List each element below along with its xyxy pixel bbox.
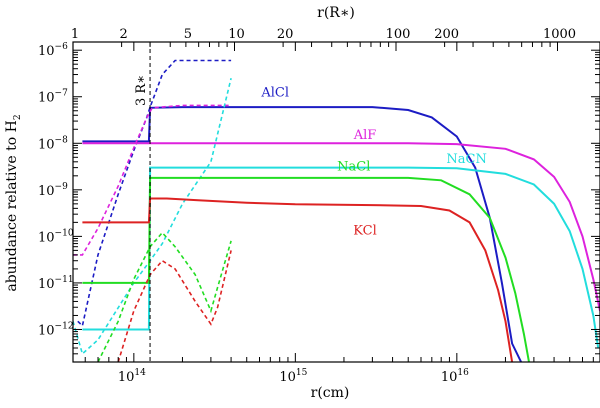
series-line-kcl-dashed — [117, 250, 232, 362]
plot-axes: 1014 1015 1016 1 2 5 10 20 100 200 1000 10−6 10−7 10−… — [38, 27, 600, 385]
series-line-kcl — [82, 197, 514, 362]
axis-labels: r(cm) r(R∗) abundance relative to H2 — [4, 5, 355, 401]
series-line-alf — [82, 142, 600, 312]
y-axis-label-subscript: 2 — [13, 114, 23, 120]
top-tick-label: 2 — [119, 27, 127, 42]
top-tick-label: 100 — [386, 27, 411, 42]
y-tick-label: 10−11 — [38, 275, 74, 292]
series-label-alf: AlF — [353, 128, 377, 143]
top-tick-label: 200 — [434, 27, 459, 42]
plot-frame — [72, 41, 600, 363]
y-tick-label: 10−7 — [38, 89, 68, 106]
plot-curves — [73, 59, 600, 362]
x-tick-label: 1016 — [441, 368, 469, 385]
series-line-nacn-dashed — [73, 78, 232, 356]
y-axis-label-main: abundance relative to H — [4, 120, 20, 292]
top-tick-label: 1000 — [543, 27, 576, 42]
three-rstar-marker: 3 R∗ — [134, 42, 151, 362]
top-tick-label: 5 — [184, 27, 192, 42]
top-tick-label: 20 — [277, 27, 294, 42]
series-line-alf-dashed — [73, 104, 232, 256]
series-line-alcl-dashed — [77, 59, 232, 328]
y-tick-label: 10−12 — [38, 321, 74, 338]
series-line-nacl — [82, 176, 530, 362]
three-rstar-label: 3 R∗ — [134, 75, 149, 106]
y-tick-label: 10−8 — [38, 135, 68, 152]
series-line-alcl — [82, 106, 522, 362]
series-label-nacn: NaCN — [446, 152, 486, 167]
series-labels: AlCl AlF NaCN NaCl KCl — [260, 85, 487, 238]
y-tick-label: 10−9 — [38, 182, 68, 199]
top-tick-label: 10 — [228, 27, 245, 42]
top-axis-label: r(R∗) — [317, 5, 355, 21]
series-label-kcl: KCl — [353, 223, 376, 238]
x-axis-label: r(cm) — [311, 385, 350, 401]
series-label-nacl: NaCl — [337, 160, 370, 175]
x-tick-label: 1015 — [279, 368, 307, 385]
top-tick-label: 1 — [71, 27, 79, 42]
series-line-nacl-dashed — [97, 231, 232, 362]
series-label-alcl: AlCl — [260, 85, 289, 100]
series-line-nacn — [82, 166, 600, 349]
y-tick-label: 10−10 — [38, 228, 74, 245]
y-tick-label: 10−6 — [38, 42, 68, 59]
x-tick-label: 1014 — [118, 368, 146, 385]
y-axis-label: abundance relative to H2 — [4, 114, 23, 291]
